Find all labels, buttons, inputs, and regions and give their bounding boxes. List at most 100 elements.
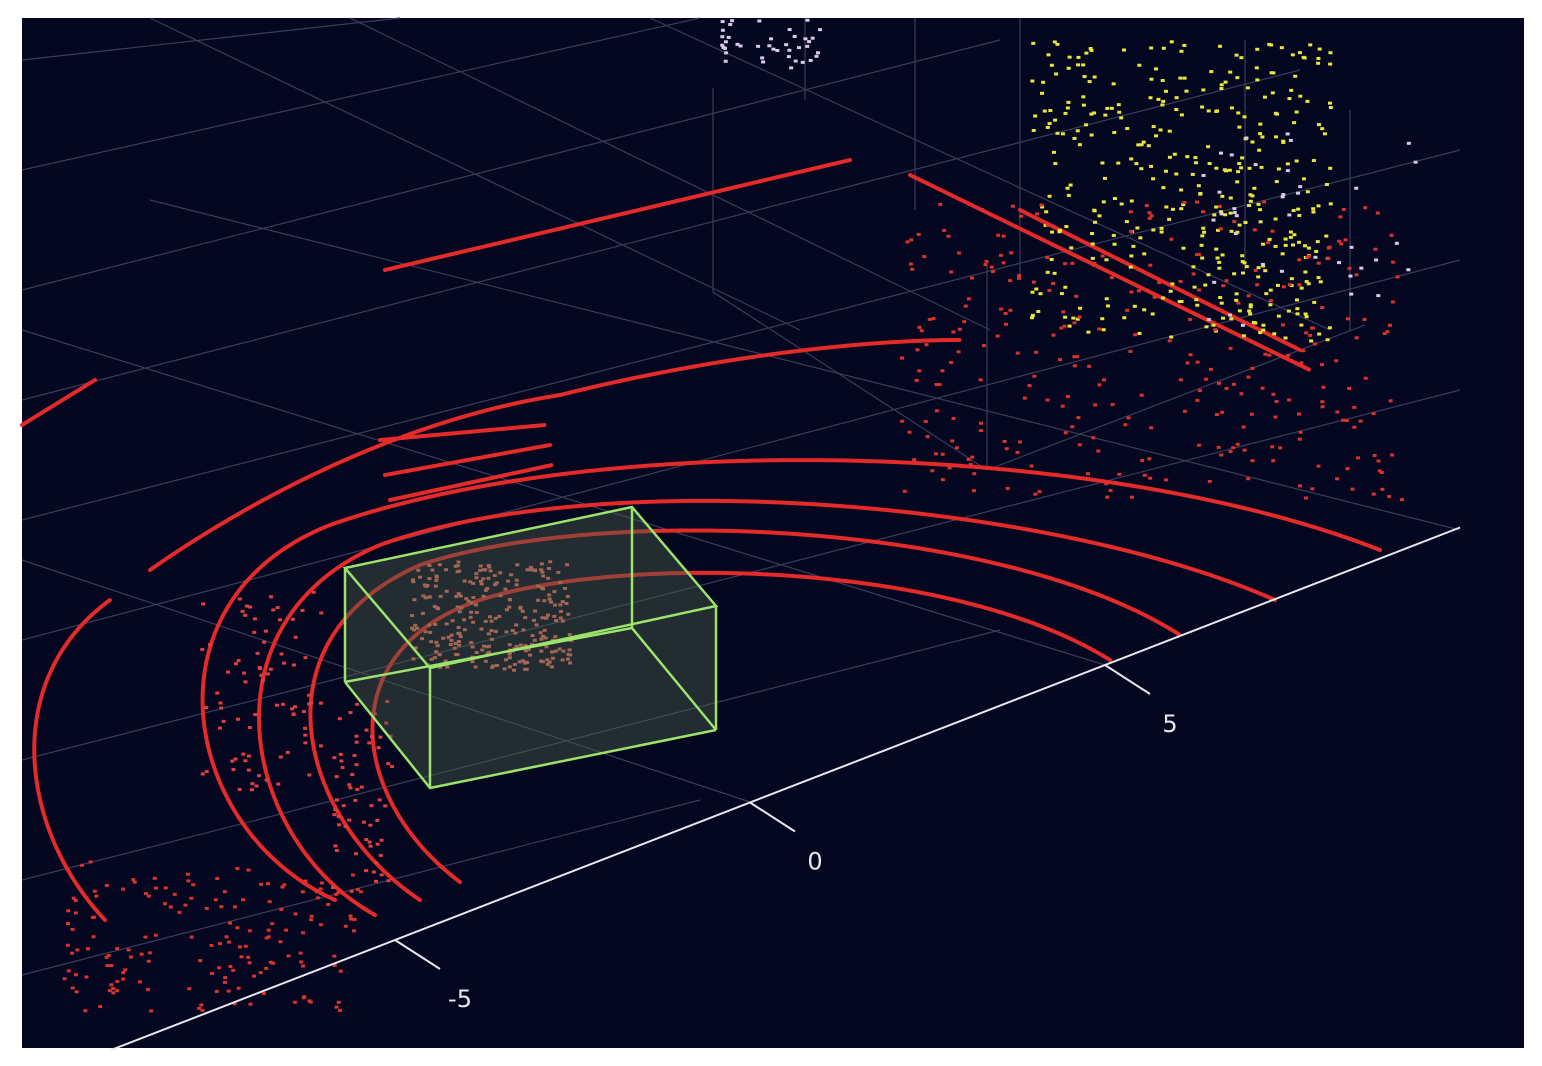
point	[1246, 477, 1251, 481]
point	[286, 954, 291, 958]
point	[735, 42, 740, 46]
point	[1316, 276, 1321, 280]
point	[1181, 246, 1186, 250]
point	[1316, 123, 1321, 127]
point	[518, 605, 523, 609]
point	[1128, 265, 1133, 269]
point	[1063, 315, 1068, 319]
point	[1034, 287, 1039, 291]
point	[1261, 328, 1266, 332]
point	[311, 590, 316, 594]
point	[1217, 260, 1222, 264]
point	[422, 583, 427, 587]
point	[1002, 439, 1007, 443]
point	[483, 588, 488, 592]
point	[301, 964, 306, 968]
axis-line	[110, 526, 1461, 1051]
point	[1063, 431, 1068, 435]
point	[1057, 230, 1062, 234]
point	[1319, 363, 1324, 367]
point	[478, 564, 483, 568]
point	[413, 623, 418, 627]
point	[1264, 292, 1269, 296]
point	[1281, 285, 1286, 289]
point	[307, 702, 312, 706]
point	[1304, 496, 1309, 500]
point	[432, 605, 437, 609]
point	[1208, 367, 1213, 371]
point	[341, 804, 346, 808]
point	[1252, 228, 1257, 232]
point	[769, 37, 774, 41]
point	[1218, 296, 1223, 300]
point	[1200, 234, 1205, 238]
point	[378, 735, 383, 739]
point	[299, 960, 304, 964]
point	[1258, 331, 1263, 335]
point	[1174, 96, 1179, 100]
point	[1250, 366, 1255, 370]
point	[915, 348, 920, 352]
point	[443, 659, 448, 663]
point	[1104, 482, 1109, 486]
point	[1104, 297, 1109, 301]
point	[247, 961, 252, 965]
point	[521, 628, 526, 632]
point	[368, 823, 373, 827]
point	[1286, 309, 1291, 313]
point	[246, 768, 251, 772]
point	[1215, 256, 1220, 260]
point	[1244, 136, 1249, 140]
point	[512, 668, 517, 672]
point	[1310, 487, 1315, 491]
point	[1232, 220, 1237, 224]
point	[1116, 103, 1121, 107]
point	[361, 820, 366, 824]
point	[720, 28, 725, 32]
point	[493, 583, 498, 587]
point	[1112, 131, 1117, 135]
point	[1033, 114, 1038, 118]
point	[1266, 241, 1271, 245]
point	[989, 265, 994, 269]
point	[1108, 488, 1113, 492]
point	[279, 907, 284, 911]
point	[352, 754, 357, 758]
point	[1292, 233, 1297, 237]
point	[132, 880, 137, 884]
point	[335, 798, 340, 802]
point	[1391, 260, 1396, 264]
point	[1200, 105, 1205, 109]
point	[237, 945, 242, 949]
point	[1274, 135, 1279, 139]
point	[1287, 283, 1292, 287]
point	[1109, 106, 1114, 110]
point	[271, 608, 276, 612]
point	[1150, 312, 1155, 316]
point	[1267, 237, 1272, 241]
point	[1045, 270, 1050, 274]
point	[1228, 211, 1233, 215]
point	[900, 419, 905, 423]
point	[111, 991, 116, 995]
point	[303, 741, 308, 745]
point	[1179, 113, 1184, 117]
point	[1147, 457, 1152, 461]
point	[379, 873, 384, 877]
point	[507, 656, 512, 660]
point	[808, 58, 813, 62]
point	[1042, 109, 1047, 113]
point	[528, 568, 533, 572]
point	[1297, 283, 1302, 287]
point	[209, 943, 214, 947]
point	[1354, 273, 1359, 277]
point	[1010, 204, 1015, 208]
point	[552, 614, 557, 618]
point	[73, 973, 78, 977]
point	[549, 600, 554, 604]
point	[1195, 398, 1200, 402]
point	[923, 420, 928, 424]
point	[1129, 495, 1134, 499]
point	[336, 1000, 341, 1004]
point	[1276, 167, 1281, 171]
